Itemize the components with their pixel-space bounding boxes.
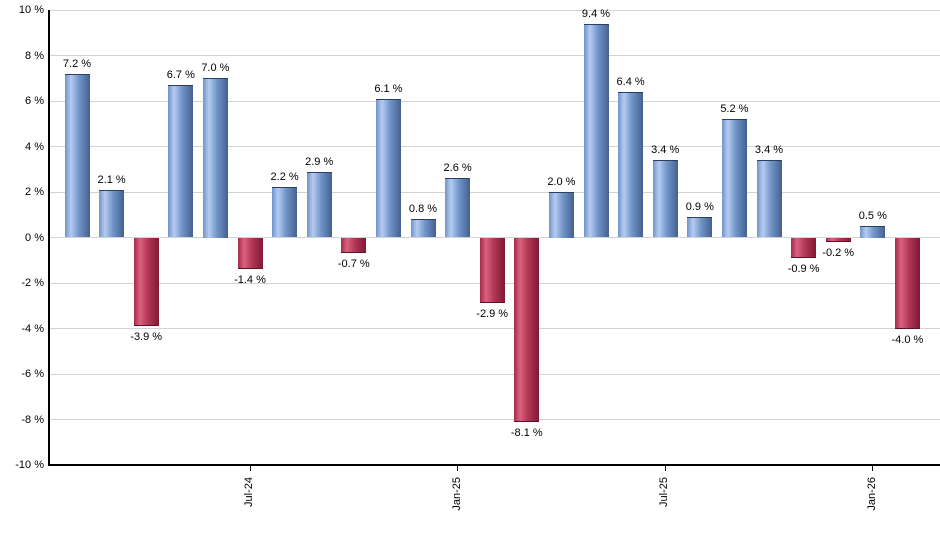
gridline [49,100,940,102]
x-tick-mark [872,465,874,471]
x-tick-mark [457,465,459,471]
gridline [49,419,940,420]
positive-return-bar[interactable] [202,78,228,238]
bar-value-label: -8.1 % [510,426,543,439]
gridline [49,191,940,193]
bar-value-label: 2.2 % [270,171,299,184]
bar-value-label: 3.4 % [651,144,680,157]
y-axis-label: 6 % [25,95,44,107]
y-axis-label: 4 % [25,140,44,153]
y-axis-label: -6 % [21,368,44,380]
y-axis-label: 0 % [25,231,44,244]
x-tick-mark [664,465,666,471]
positive-return-bar[interactable] [64,73,90,238]
positive-return-bar[interactable] [375,98,401,238]
y-axis-label: -4 % [21,322,44,335]
positive-return-bar[interactable] [306,171,332,238]
gridline [49,55,940,56]
negative-return-bar[interactable] [894,237,920,329]
negative-return-bar[interactable] [133,237,159,327]
gridline [49,328,940,329]
positive-return-bar[interactable] [652,160,678,238]
bar-value-label: -4.0 % [891,333,924,346]
x-tick-mark [249,465,251,471]
bar-value-label: 2.0 % [547,176,576,188]
bar-value-label: 9.4 % [581,7,611,20]
y-axis-label: 10 % [18,4,44,16]
gridline [49,373,940,375]
positive-return-bar[interactable] [756,160,782,238]
positive-return-bar[interactable] [168,85,194,238]
bar-value-label: 2.9 % [305,155,334,168]
gridline [49,146,940,147]
positive-return-bar[interactable] [272,187,298,238]
y-axis-label: -10 % [15,459,44,471]
bar-value-label: 0.5 % [858,210,887,223]
bar-value-label: 5.2 % [720,103,749,116]
positive-return-bar[interactable] [618,91,644,238]
positive-return-bar[interactable] [583,23,609,238]
positive-return-bar[interactable] [445,178,471,238]
negative-return-bar[interactable] [514,237,540,422]
negative-return-bar[interactable] [791,237,817,258]
bar-value-label: 2.1 % [97,173,126,186]
bar-value-label: -3.9 % [130,331,163,344]
y-axis-label: -8 % [21,413,44,426]
x-axis-label-text: Jan-26 [865,477,878,511]
bar-value-label: -0.2 % [822,247,855,260]
gridline [49,9,940,11]
bar-value-label: 0.9 % [685,201,714,214]
x-axis-label-text: Jul-25 [658,477,671,507]
negative-return-bar[interactable] [341,237,367,254]
negative-return-bar[interactable] [237,237,263,270]
bar-value-label: -0.7 % [337,258,370,271]
bar-value-label: 6.1 % [374,82,403,95]
bar-value-label: 2.6 % [443,162,472,175]
x-axis-label-text: Jan-25 [450,477,463,511]
x-axis-line [48,463,940,466]
bar-value-label: 3.4 % [754,144,784,157]
positive-return-bar[interactable] [687,217,713,238]
y-axis-label: 2 % [25,186,44,198]
bar-value-label: 7.2 % [62,57,92,70]
bar-value-label: -1.4 % [234,274,266,287]
bar-value-label: 7.0 % [201,62,230,75]
positive-return-bar[interactable] [410,219,436,238]
positive-return-bar[interactable] [721,119,747,238]
positive-return-bar[interactable] [860,226,886,238]
y-axis-line [48,10,50,466]
y-axis-label: 8 % [25,49,44,62]
negative-return-bar[interactable] [479,237,505,304]
bar-value-label: 6.7 % [166,69,195,82]
bar-value-label: -2.9 % [476,308,509,321]
bar-value-label: -0.9 % [787,262,820,275]
bar-value-label: 6.4 % [616,75,645,88]
y-axis-label: -2 % [21,277,44,289]
bar-value-label: 0.8 % [408,203,438,216]
positive-return-bar[interactable] [548,192,574,238]
positive-return-bar[interactable] [99,189,125,238]
negative-return-bar[interactable] [825,237,851,243]
x-axis-label-text: Jul-24 [243,477,255,507]
